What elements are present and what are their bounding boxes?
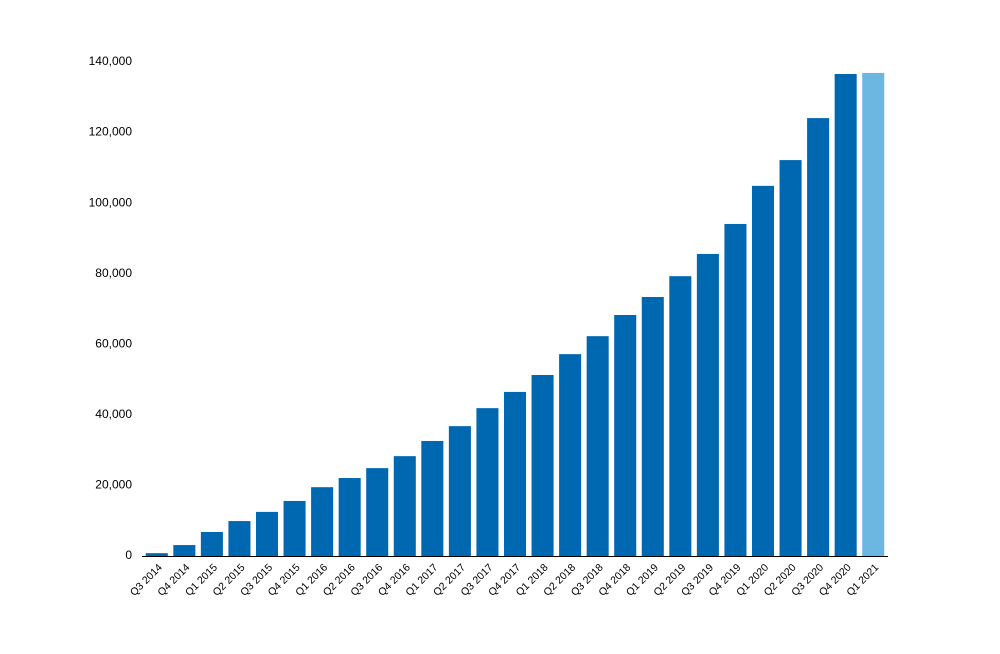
- bar: [834, 73, 857, 557]
- y-tick-label: 60,000: [95, 336, 132, 350]
- bar: [696, 253, 719, 556]
- bar: [779, 160, 802, 556]
- bar: [200, 532, 223, 556]
- bar: [862, 72, 885, 556]
- bar: [228, 521, 251, 556]
- y-tick-label: 40,000: [95, 407, 132, 421]
- bar: [614, 314, 637, 556]
- bar: [503, 391, 527, 556]
- bar: [255, 511, 279, 556]
- y-tick-label: 0: [125, 548, 132, 562]
- bar: [751, 185, 775, 557]
- bar: [393, 456, 416, 556]
- bar: [448, 426, 471, 556]
- y-tick-label: 140,000: [89, 54, 133, 68]
- y-tick-label: 80,000: [95, 266, 132, 280]
- bar: [311, 487, 334, 556]
- bar: [531, 374, 554, 556]
- bar: [476, 408, 499, 556]
- y-tick-label: 20,000: [95, 478, 132, 492]
- bar: [421, 440, 444, 556]
- bar: [145, 553, 168, 556]
- bar: [807, 118, 830, 557]
- bar: [338, 478, 361, 556]
- bar: [366, 468, 389, 556]
- bar: [669, 276, 692, 556]
- y-tick-label: 120,000: [89, 125, 133, 139]
- bar: [641, 297, 664, 556]
- bar: [559, 354, 582, 556]
- bar: [173, 545, 196, 556]
- bar: [724, 223, 747, 556]
- bar: [283, 500, 306, 556]
- bar: [586, 336, 609, 556]
- y-tick-label: 100,000: [89, 195, 133, 209]
